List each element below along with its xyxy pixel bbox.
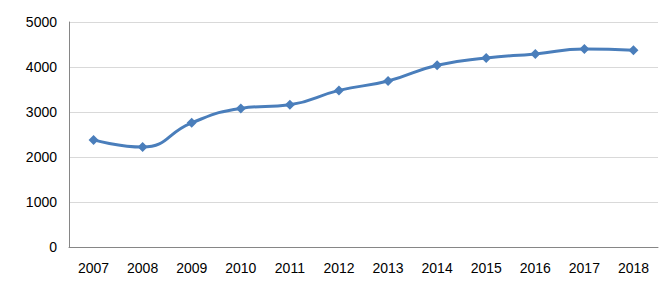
svg-text:2017: 2017	[569, 260, 600, 276]
svg-text:2000: 2000	[26, 149, 57, 165]
svg-text:2008: 2008	[127, 260, 158, 276]
svg-text:2014: 2014	[422, 260, 453, 276]
svg-text:4000: 4000	[26, 59, 57, 75]
svg-text:2012: 2012	[323, 260, 354, 276]
svg-text:0: 0	[49, 239, 57, 255]
svg-text:2018: 2018	[618, 260, 649, 276]
svg-text:5000: 5000	[26, 14, 57, 30]
svg-text:3000: 3000	[26, 104, 57, 120]
svg-text:2016: 2016	[520, 260, 551, 276]
svg-text:2007: 2007	[78, 260, 109, 276]
svg-text:2010: 2010	[225, 260, 256, 276]
svg-text:2011: 2011	[275, 260, 305, 276]
svg-text:2013: 2013	[372, 260, 403, 276]
svg-text:2009: 2009	[176, 260, 207, 276]
svg-text:2015: 2015	[471, 260, 502, 276]
svg-text:1000: 1000	[26, 194, 57, 210]
